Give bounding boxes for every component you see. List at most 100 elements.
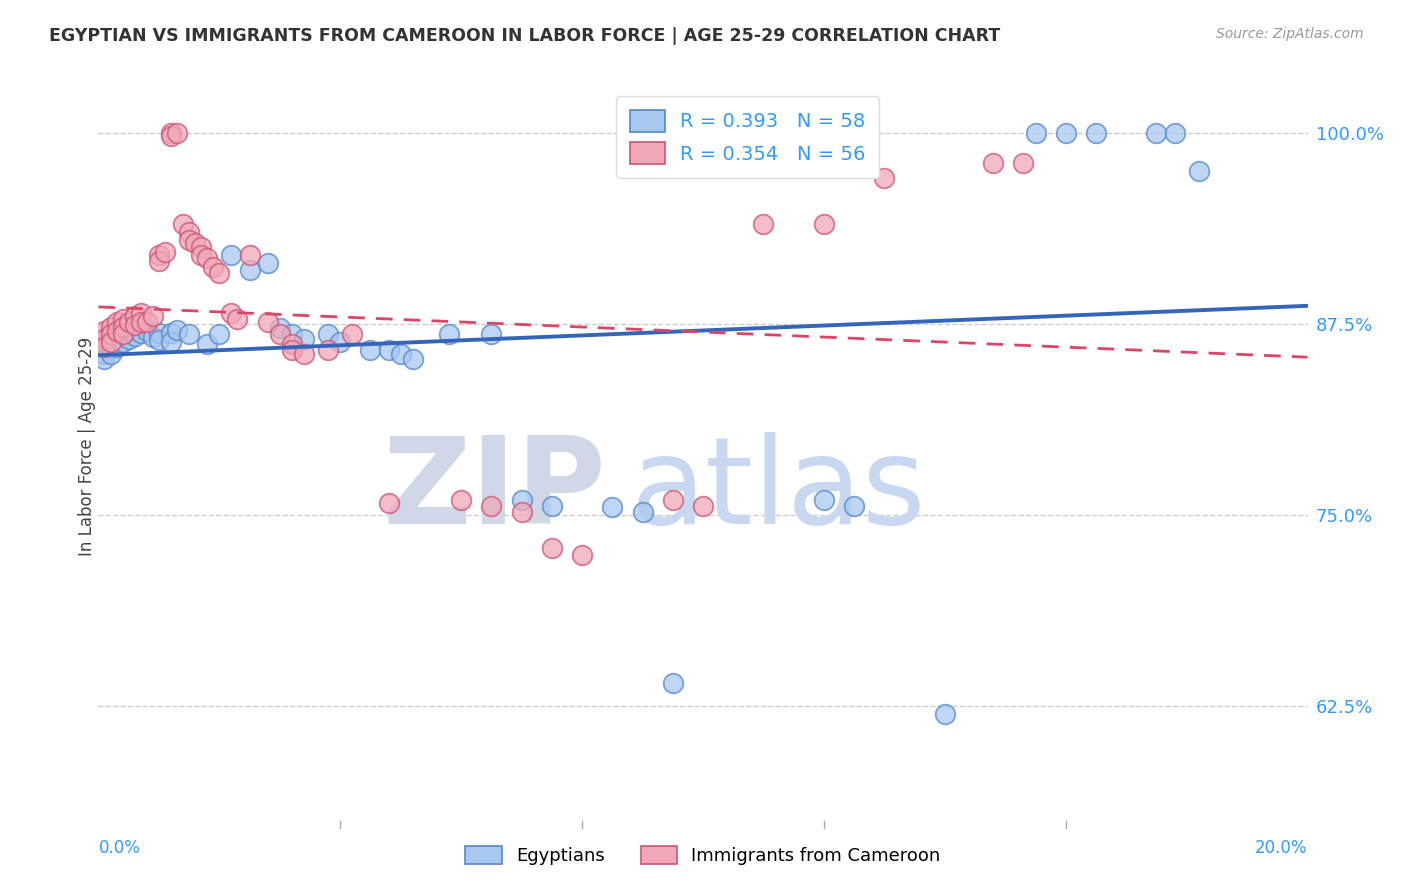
Point — [142, 330, 165, 344]
Point — [148, 248, 170, 262]
Point — [148, 334, 170, 348]
Point — [195, 251, 218, 265]
Point — [135, 315, 157, 329]
Point — [1085, 126, 1108, 140]
Point — [166, 126, 188, 140]
Point — [239, 248, 262, 262]
Point — [129, 315, 152, 329]
Point — [631, 505, 654, 519]
Point — [389, 347, 412, 361]
Point — [281, 343, 304, 357]
Point — [377, 495, 399, 509]
Point — [100, 327, 122, 342]
Point — [752, 217, 775, 231]
Text: ZIP: ZIP — [382, 433, 606, 549]
Point — [118, 324, 141, 338]
Point — [148, 326, 170, 340]
Point — [190, 240, 212, 254]
Point — [179, 225, 201, 239]
Point — [481, 327, 503, 342]
Point — [873, 171, 896, 186]
Point — [221, 248, 243, 262]
Point — [221, 306, 243, 320]
Point — [124, 321, 146, 335]
Point — [208, 327, 231, 342]
Point — [1188, 163, 1211, 178]
Point — [481, 499, 503, 513]
Point — [360, 343, 382, 357]
Point — [661, 676, 683, 690]
Point — [93, 347, 115, 361]
Point — [124, 318, 146, 333]
Point — [1054, 126, 1077, 140]
Point — [450, 492, 472, 507]
Point — [844, 499, 866, 513]
Point — [184, 235, 207, 250]
Point — [981, 156, 1004, 170]
Point — [571, 548, 593, 562]
Point — [342, 327, 364, 342]
Point — [93, 351, 115, 366]
Y-axis label: In Labor Force | Age 25-29: In Labor Force | Age 25-29 — [79, 336, 96, 556]
Point — [402, 351, 425, 366]
Point — [124, 329, 146, 343]
Point — [195, 336, 218, 351]
Point — [160, 334, 183, 349]
Point — [93, 336, 115, 351]
Point — [111, 334, 134, 349]
Point — [124, 309, 146, 323]
Point — [100, 334, 122, 349]
Point — [316, 343, 339, 357]
Point — [111, 327, 134, 342]
Point — [105, 332, 128, 346]
Point — [93, 343, 115, 357]
Point — [105, 324, 128, 338]
Point — [93, 324, 115, 338]
Point — [256, 255, 278, 269]
Point — [111, 321, 134, 335]
Point — [813, 217, 835, 231]
Point — [510, 505, 533, 519]
Point — [100, 327, 122, 342]
Point — [190, 248, 212, 262]
Point — [292, 347, 315, 361]
Point — [100, 319, 122, 334]
Point — [292, 332, 315, 346]
Point — [934, 706, 956, 721]
Text: atlas: atlas — [630, 433, 927, 549]
Text: EGYPTIAN VS IMMIGRANTS FROM CAMEROON IN LABOR FORCE | AGE 25-29 CORRELATION CHAR: EGYPTIAN VS IMMIGRANTS FROM CAMEROON IN … — [49, 27, 1001, 45]
Point — [160, 326, 183, 340]
Point — [692, 499, 714, 513]
Point — [160, 128, 183, 143]
Point — [129, 306, 152, 320]
Point — [105, 315, 128, 329]
Point — [93, 340, 115, 354]
Point — [813, 492, 835, 507]
Point — [1163, 126, 1185, 140]
Point — [129, 317, 152, 331]
Point — [111, 312, 134, 326]
Text: 0.0%: 0.0% — [98, 839, 141, 857]
Point — [377, 343, 399, 357]
Point — [160, 126, 183, 140]
Point — [105, 340, 128, 354]
Point — [105, 324, 128, 338]
Point — [100, 341, 122, 355]
Point — [239, 263, 262, 277]
Point — [118, 332, 141, 346]
Point — [1012, 156, 1035, 170]
Point — [226, 312, 249, 326]
Point — [179, 233, 201, 247]
Point — [111, 327, 134, 342]
Legend: Egyptians, Immigrants from Cameroon: Egyptians, Immigrants from Cameroon — [457, 837, 949, 874]
Point — [129, 326, 152, 340]
Point — [602, 500, 624, 515]
Point — [166, 323, 188, 337]
Point — [256, 315, 278, 329]
Point — [153, 244, 176, 259]
Point — [148, 254, 170, 268]
Point — [316, 327, 339, 342]
Point — [269, 321, 291, 335]
Point — [142, 309, 165, 323]
Point — [540, 499, 562, 513]
